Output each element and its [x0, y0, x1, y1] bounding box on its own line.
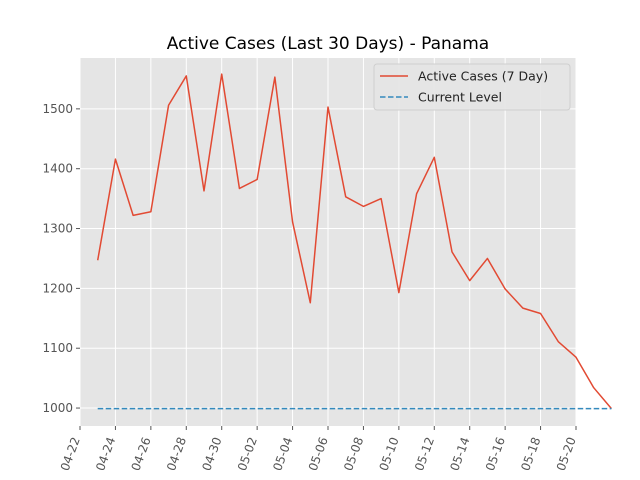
x-tick-label: 04-30 [199, 435, 224, 473]
y-tick-label: 1500 [42, 102, 73, 116]
x-tick-label: 05-06 [306, 435, 331, 473]
x-tick-label: 05-10 [377, 435, 402, 473]
x-tick-label: 04-24 [93, 435, 118, 473]
legend-box [373, 63, 571, 111]
x-tick-label: 05-08 [341, 435, 366, 473]
x-tick-label: 05-02 [235, 435, 260, 473]
legend-label: Active Cases (7 Day) [418, 69, 548, 84]
y-tick-label: 1100 [42, 341, 73, 355]
x-tick-label: 05-20 [554, 435, 579, 473]
active-cases-line [96, 73, 613, 410]
y-axis: 1000 1100 1200 1300 1400 1500 [42, 102, 80, 415]
x-tick-label: 05-18 [518, 435, 543, 473]
x-tick-label: 05-12 [412, 435, 437, 473]
legend: Active Cases (7 Day) Current Level [373, 63, 571, 111]
x-tick-label: 05-14 [447, 435, 472, 473]
chart-title: Active Cases (Last 30 Days) - Panama [167, 34, 489, 54]
y-tick-label: 1200 [42, 281, 73, 295]
y-tick-label: 1300 [42, 222, 73, 236]
x-tick-label: 05-16 [483, 435, 508, 473]
y-tick-label: 1400 [42, 162, 73, 176]
x-tick-label: 04-26 [129, 435, 154, 473]
grid-lines [79, 58, 577, 426]
series-layer [96, 73, 613, 410]
x-tick-label: 04-22 [58, 435, 83, 473]
x-tick-label: 04-28 [164, 435, 189, 473]
x-axis: 04-22 04-24 04-26 04-28 04-30 05-02 05-04 05-06… [58, 426, 579, 473]
x-tick-label: 05-04 [270, 435, 295, 473]
y-tick-label: 1000 [42, 401, 73, 415]
legend-label: Current Level [418, 90, 502, 105]
